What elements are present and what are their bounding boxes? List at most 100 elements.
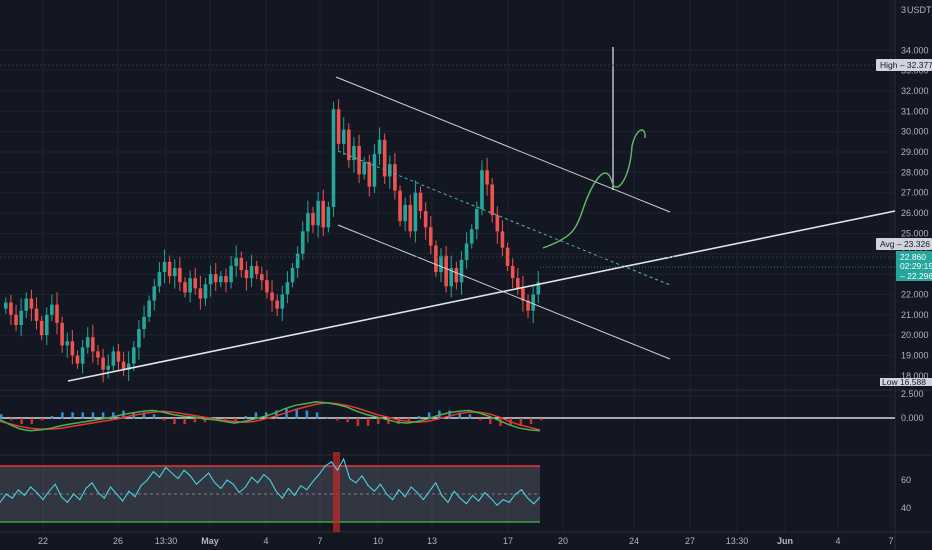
rsi-tick-label: 60 bbox=[901, 475, 911, 485]
candle bbox=[428, 216, 433, 255]
candle bbox=[193, 268, 198, 295]
candle-body bbox=[403, 204, 407, 222]
oscillator-histogram-bar bbox=[376, 418, 380, 425]
candle-body bbox=[341, 129, 346, 144]
candle bbox=[91, 324, 95, 363]
time-axis: 22 26 13:30 May 4 7 10 13 17 20 24 27 13:30 Jun 4 7 bbox=[38, 536, 894, 546]
oscillator-histogram-bar bbox=[30, 418, 34, 425]
candle bbox=[367, 154, 372, 197]
candle bbox=[178, 256, 182, 291]
candle-body bbox=[152, 286, 157, 301]
candle bbox=[65, 332, 70, 358]
candle-body bbox=[244, 270, 249, 279]
candle-body bbox=[352, 145, 356, 161]
candle-body bbox=[357, 145, 361, 175]
candle bbox=[423, 202, 428, 240]
candle bbox=[106, 354, 110, 379]
candle bbox=[341, 117, 346, 156]
oscillator-histogram-bar bbox=[366, 418, 370, 426]
price-tick-label: 21.000 bbox=[901, 310, 929, 320]
oscillator-main-line bbox=[0, 401, 541, 432]
candle-body bbox=[91, 337, 95, 352]
price-tick-label: 19.000 bbox=[901, 351, 929, 361]
candle-body bbox=[423, 211, 428, 228]
oscillator-histogram-bar bbox=[183, 418, 186, 425]
candle-body bbox=[331, 109, 336, 207]
candle bbox=[393, 153, 397, 200]
candle-body bbox=[19, 310, 23, 325]
candle bbox=[70, 330, 75, 365]
candle bbox=[219, 271, 223, 288]
price-tick-label: 26.000 bbox=[901, 208, 929, 218]
ref-price-text: – 22.296 bbox=[900, 271, 932, 281]
candle-body bbox=[213, 274, 218, 283]
candle bbox=[80, 339, 85, 374]
candle bbox=[357, 134, 361, 184]
time-tick-label: 4 bbox=[263, 536, 268, 546]
candle bbox=[505, 242, 510, 272]
oscillator-histogram-bar bbox=[173, 418, 176, 425]
quote-currency-label: USDT bbox=[907, 5, 932, 15]
candle bbox=[275, 294, 279, 317]
candle-body bbox=[183, 282, 187, 293]
candle bbox=[14, 304, 18, 332]
candle bbox=[142, 305, 146, 338]
time-tick-label: 17 bbox=[503, 536, 513, 546]
candle bbox=[459, 251, 464, 295]
candle bbox=[249, 254, 254, 287]
candle bbox=[157, 262, 162, 293]
oscillator-histogram-bar bbox=[458, 412, 461, 419]
candle bbox=[510, 258, 515, 289]
candle bbox=[126, 351, 131, 381]
candle bbox=[480, 160, 484, 216]
oscillator-histogram-bar bbox=[448, 410, 451, 419]
oscillator-histogram-bar bbox=[163, 418, 166, 421]
candle bbox=[19, 298, 23, 337]
candle bbox=[352, 137, 356, 173]
oscillator-histogram-bar bbox=[244, 416, 248, 419]
support-trendline bbox=[67, 210, 896, 382]
candle-body bbox=[167, 261, 172, 277]
candle-body bbox=[382, 139, 387, 177]
candle bbox=[224, 268, 228, 293]
bar-countdown-text: 02:29:15 bbox=[900, 261, 932, 271]
oscillator-top-tick: 2.500 bbox=[901, 389, 924, 399]
low-price-text: Low 16.588 bbox=[882, 377, 926, 387]
candle-body bbox=[428, 227, 433, 246]
candle bbox=[347, 123, 351, 168]
candle-body bbox=[326, 206, 331, 228]
oscillator-histogram-bar bbox=[540, 418, 543, 421]
candle-body bbox=[116, 351, 121, 362]
candle-body bbox=[270, 292, 274, 301]
candle-body bbox=[178, 267, 182, 283]
candle bbox=[516, 268, 520, 295]
oscillator-zero-tick: 0.000 bbox=[901, 413, 924, 423]
candle-body bbox=[249, 265, 254, 279]
high-price-tag-box bbox=[876, 59, 932, 71]
candle-body bbox=[172, 267, 177, 277]
rsi-line bbox=[0, 457, 541, 506]
candle-body bbox=[536, 282, 541, 295]
candle bbox=[454, 261, 459, 290]
price-tick-label: 28.000 bbox=[901, 167, 929, 177]
candle-body bbox=[29, 298, 34, 309]
candle bbox=[377, 127, 382, 166]
price-tick-label: 29.000 bbox=[901, 147, 929, 157]
candles bbox=[4, 99, 541, 383]
time-tick-label: 22 bbox=[38, 536, 48, 546]
candle bbox=[96, 345, 100, 366]
candle bbox=[44, 307, 49, 346]
candle bbox=[311, 206, 315, 233]
candle-body bbox=[290, 267, 295, 283]
candle-body bbox=[101, 357, 105, 370]
candle bbox=[203, 277, 208, 307]
oscillator-histogram-bar bbox=[101, 412, 105, 419]
avg-price-tag: Avg – 23.326 bbox=[876, 238, 932, 250]
candle bbox=[500, 220, 505, 257]
candle-body bbox=[439, 255, 443, 273]
drawings bbox=[0, 47, 896, 382]
candle bbox=[147, 295, 151, 322]
candle-body bbox=[162, 261, 167, 273]
